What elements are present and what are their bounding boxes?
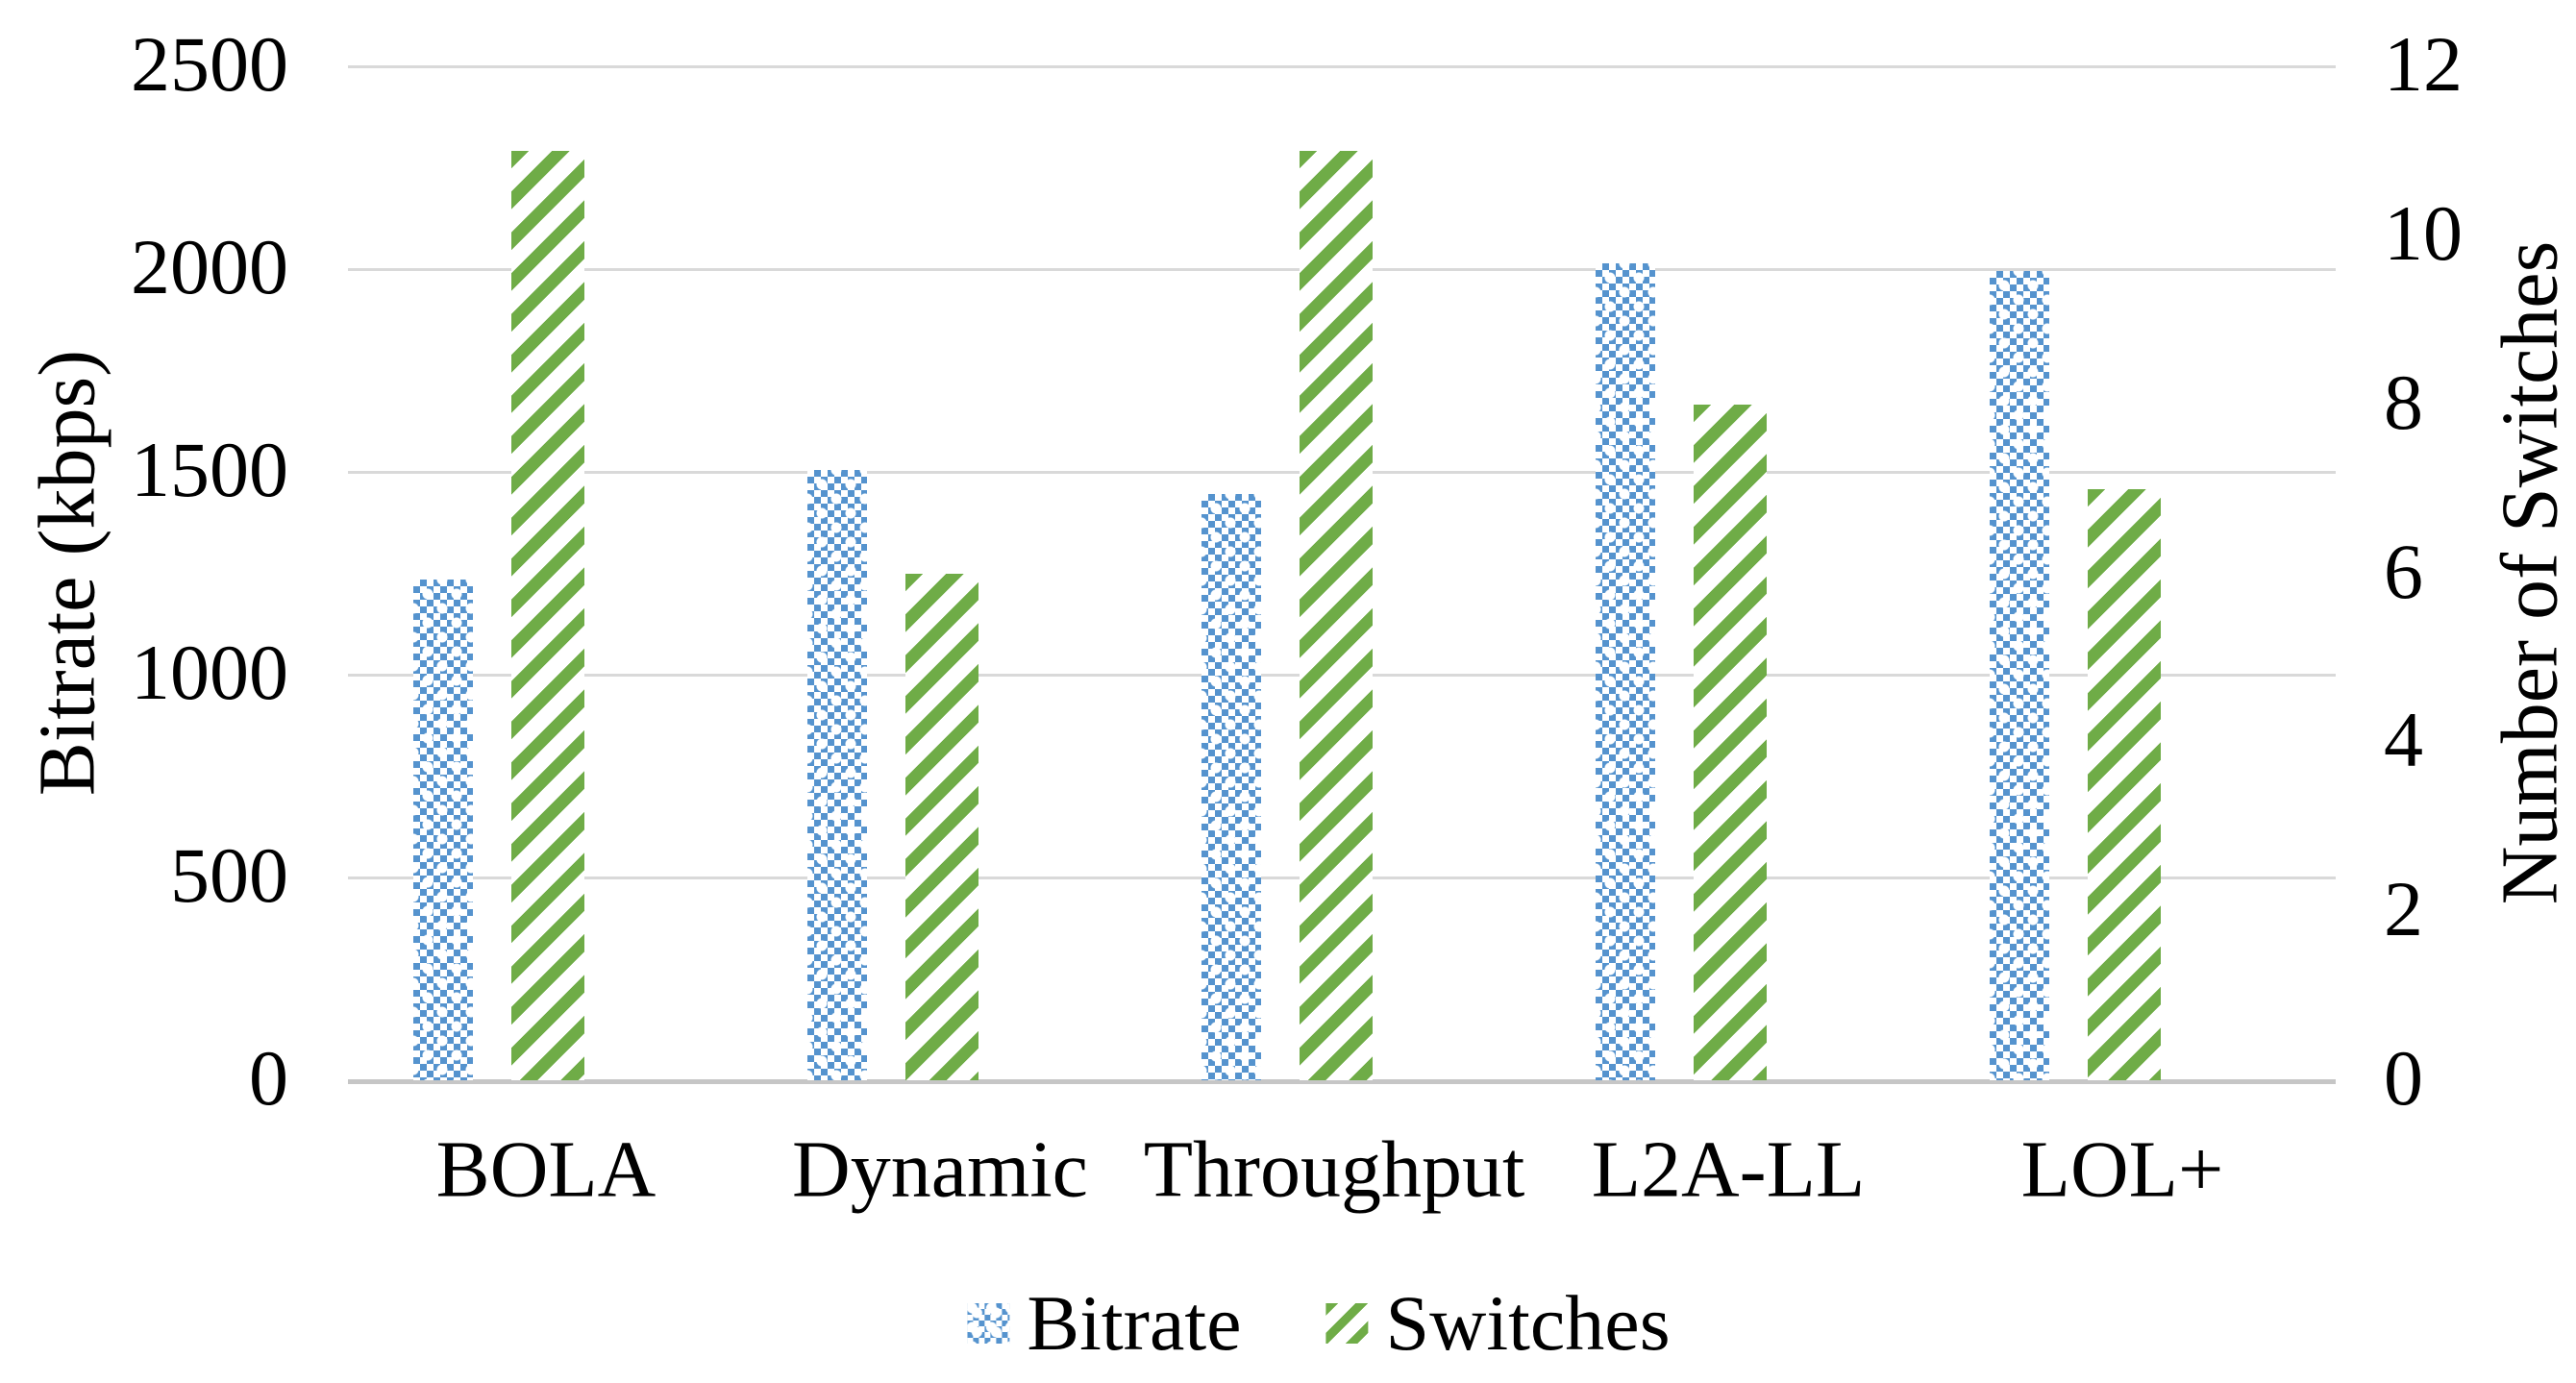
left-axis-tick-label: 2500 — [131, 20, 288, 109]
bar-switches-bola — [511, 150, 584, 1080]
bar-bitrate-dynamic — [807, 469, 867, 1080]
right-axis-title: Number of Switches — [2485, 240, 2575, 905]
category-label-lol+: LOL+ — [2020, 1124, 2224, 1215]
left-axis-tick-label: 500 — [170, 831, 288, 920]
right-axis-tick-label: 2 — [2384, 865, 2423, 953]
bar-bitrate-throughput — [1201, 494, 1261, 1080]
left-axis-tick-label: 0 — [249, 1034, 288, 1123]
right-axis-tick-label: 12 — [2384, 20, 2463, 109]
legend-label-bitrate: Bitrate — [1027, 1279, 1242, 1367]
right-axis-tick-label: 8 — [2384, 358, 2423, 446]
bar-bitrate-lol+ — [1990, 271, 2049, 1080]
legend-label-switches: Switches — [1385, 1279, 1671, 1367]
left-axis-title: Bitrate (kbps) — [22, 349, 112, 797]
x-axis-line — [348, 1078, 2336, 1084]
right-axis-tick-label: 6 — [2384, 527, 2423, 615]
category-label-throughput: Throughput — [1143, 1124, 1525, 1215]
bar-switches-throughput — [1300, 150, 1373, 1080]
left-axis-tick-label: 1500 — [131, 426, 288, 514]
bar-switches-l2a-ll — [1694, 404, 1767, 1080]
gridline — [348, 64, 2336, 68]
bar-switches-lol+ — [2088, 488, 2161, 1080]
category-label-l2a-ll: L2A-LL — [1591, 1124, 1866, 1215]
bar-switches-dynamic — [905, 573, 978, 1080]
legend-swatch-switches-pattern-icon — [1325, 1303, 1369, 1344]
category-label-bola: BOLA — [435, 1124, 656, 1215]
left-axis-tick-label: 1000 — [131, 629, 288, 717]
category-label-dynamic: Dynamic — [792, 1124, 1088, 1215]
left-axis-tick-label: 2000 — [131, 223, 288, 311]
legend: Bitrate Switches — [967, 1278, 1671, 1369]
right-axis-tick-label: 4 — [2384, 696, 2423, 784]
legend-swatch-bitrate-pattern-icon — [967, 1303, 1010, 1344]
bar-bitrate-l2a-ll — [1596, 262, 1655, 1080]
right-axis-tick-label: 0 — [2384, 1034, 2423, 1123]
right-axis-tick-label: 10 — [2384, 188, 2463, 277]
bar-bitrate-bola — [413, 580, 473, 1080]
